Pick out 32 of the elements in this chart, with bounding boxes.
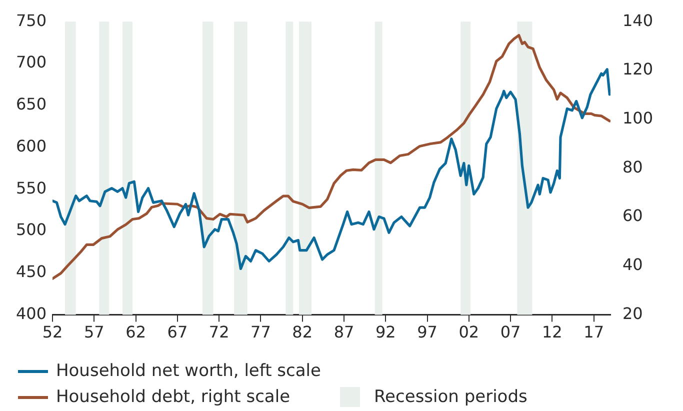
y2-tick-label: 140 (622, 10, 654, 30)
y-tick-label: 600 (16, 136, 47, 156)
x-tick-label: 77 (250, 322, 271, 342)
x-tick-label: 62 (126, 322, 146, 342)
y2-tick-label: 60 (622, 206, 643, 226)
y-tick-label: 700 (16, 52, 47, 72)
x-tick-label: 87 (334, 322, 354, 342)
legend-label: Household net worth, left scale (56, 361, 321, 381)
y2-tick-label: 80 (622, 157, 643, 176)
x-tick-label: 17 (584, 322, 604, 342)
y-tick-label: 650 (16, 94, 47, 114)
y-tick-label: 400 (16, 304, 47, 323)
y2-tick-label: 20 (622, 304, 643, 323)
x-tick-label: 57 (84, 322, 104, 342)
x-tick-label: 07 (500, 322, 521, 342)
y-tick-label: 550 (16, 178, 47, 198)
x-tick-label: 52 (42, 322, 63, 342)
y2-tick-label: 100 (622, 108, 654, 128)
x-tick-label: 82 (292, 322, 313, 342)
x-tick-label: 92 (375, 322, 396, 342)
y2-tick-label: 40 (622, 255, 643, 274)
y-tick-label: 450 (16, 262, 47, 282)
y-tick-label: 500 (16, 220, 47, 240)
x-tick-label: 72 (208, 322, 230, 342)
x-tick-label: 02 (458, 322, 480, 342)
x-tick-label: 12 (542, 322, 562, 342)
x-tick-label: 97 (417, 322, 438, 342)
legend-label: Recession periods (374, 387, 528, 407)
legend-label: Household debt, right scale (56, 387, 290, 407)
x-tick-label: 67 (167, 322, 188, 342)
y2-tick-label: 120 (622, 60, 654, 79)
y-tick-label: 750 (16, 10, 47, 30)
